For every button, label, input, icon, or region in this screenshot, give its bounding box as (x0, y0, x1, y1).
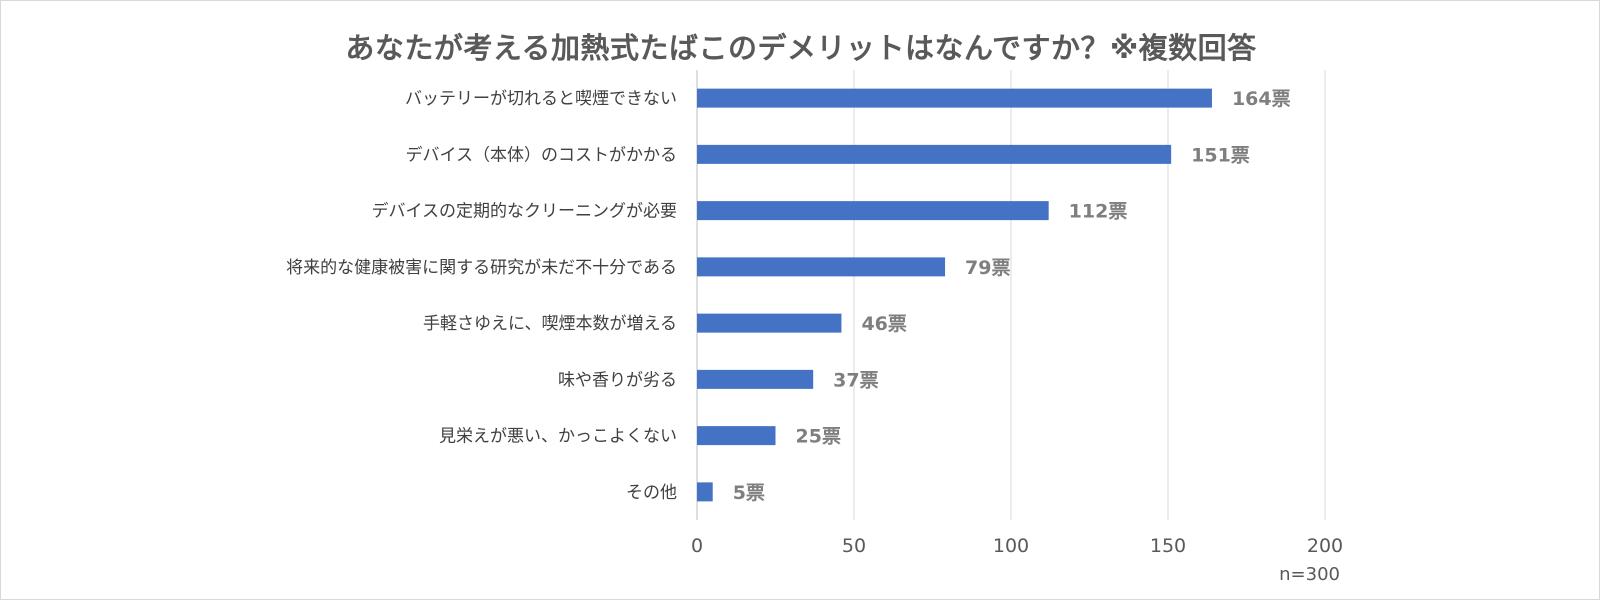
value-label: 164票 (1232, 88, 1291, 110)
bar (697, 88, 1212, 108)
value-label: 46票 (861, 313, 906, 335)
chart-title: あなたが考える加熱式たばこのデメリットはなんですか？※複数回答 (345, 31, 1257, 65)
category-label: 見栄えが悪い、かっこよくない (439, 427, 677, 447)
x-tick-label: 100 (993, 535, 1029, 557)
value-label: 112票 (1069, 201, 1128, 223)
value-label: 37票 (833, 369, 878, 391)
bar (697, 369, 814, 389)
bar (697, 313, 842, 333)
bar-layer (697, 88, 1212, 502)
bar (697, 426, 776, 446)
category-label: デバイス（本体）のコストがかかる (406, 144, 678, 165)
bar (697, 144, 1172, 164)
value-label: 25票 (796, 426, 841, 448)
category-label: 将来的な健康被害に関する研究が未だ不十分である (286, 258, 677, 278)
x-tick-label: 150 (1150, 535, 1186, 557)
category-label: その他 (626, 483, 677, 503)
category-label: 味や香りが劣る (558, 370, 677, 390)
bar (697, 482, 713, 502)
x-tick-label: 50 (842, 535, 866, 557)
grid-layer (696, 70, 1326, 520)
value-label: 151票 (1191, 144, 1250, 166)
category-label: デバイスの定期的なクリーニングが必要 (372, 201, 678, 222)
bar (697, 257, 946, 277)
category-label: バッテリーが切れると喫煙できない (405, 89, 677, 109)
sample-size-note: n=300 (1279, 564, 1340, 585)
label-layer: 0 50 100 150 200 バッテリーが切れると喫煙できない 164票デバイス（本体）… (286, 88, 1343, 557)
x-tick-label: 0 (691, 535, 703, 557)
value-label: 79票 (965, 257, 1010, 279)
category-label: 手軽さゆえに、喫煙本数が増える (423, 314, 677, 334)
value-label: 5票 (733, 482, 765, 504)
bar (697, 201, 1049, 221)
x-tick-label: 200 (1307, 535, 1343, 557)
